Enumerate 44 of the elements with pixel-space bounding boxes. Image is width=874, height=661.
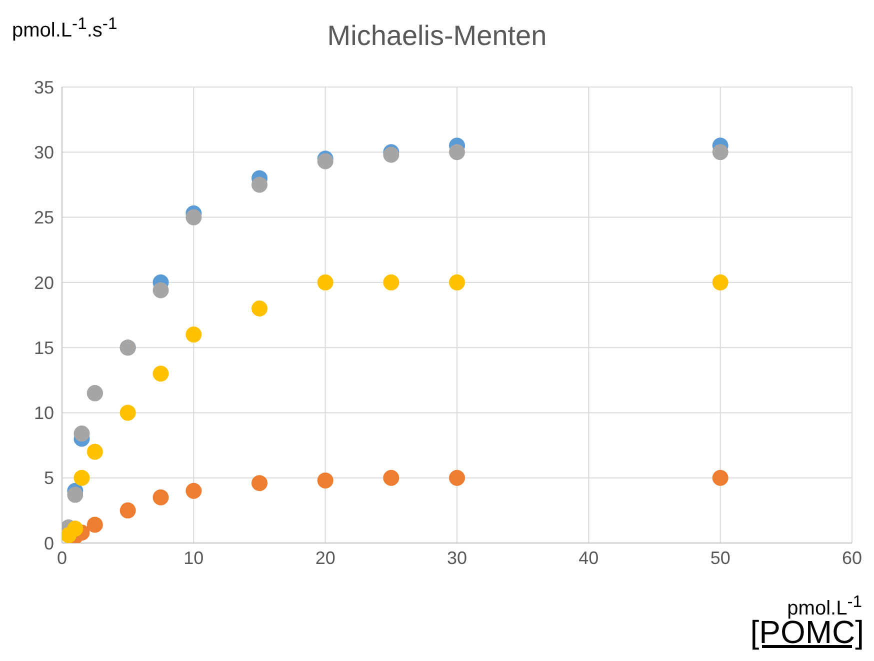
y-tick-label: 20 bbox=[34, 272, 54, 293]
x-tick-label: 40 bbox=[578, 548, 599, 568]
point bbox=[186, 209, 202, 226]
point bbox=[252, 475, 268, 492]
point bbox=[449, 144, 465, 160]
y-tick-label: 0 bbox=[44, 533, 54, 554]
y-tick-label: 5 bbox=[44, 468, 54, 488]
x-tick-label: 60 bbox=[842, 548, 862, 568]
point bbox=[86, 516, 103, 533]
point bbox=[317, 472, 334, 488]
y-axis-title: pmol.L$^{-1}$.s$^{-1}$ bbox=[12, 14, 118, 43]
point bbox=[252, 176, 268, 193]
y-tick-label: 35 bbox=[34, 77, 54, 98]
point bbox=[317, 274, 334, 290]
point bbox=[74, 470, 90, 486]
x-tick-label: 30 bbox=[446, 548, 468, 568]
point bbox=[74, 426, 90, 442]
point bbox=[712, 144, 728, 160]
y-tick-label: 25 bbox=[34, 208, 54, 228]
chart-title: Michaelis-Menten bbox=[327, 20, 547, 51]
point bbox=[383, 274, 400, 290]
x-tick-label: 50 bbox=[710, 548, 730, 568]
x-tick-label: 20 bbox=[315, 548, 336, 568]
point bbox=[186, 482, 202, 499]
y-tick-label: 30 bbox=[34, 142, 54, 163]
x-tick-label: 0 bbox=[56, 548, 68, 568]
point bbox=[67, 520, 84, 537]
point bbox=[186, 326, 202, 343]
point bbox=[152, 489, 169, 506]
point bbox=[712, 274, 728, 290]
point bbox=[67, 486, 84, 503]
point bbox=[252, 300, 268, 316]
point bbox=[86, 444, 103, 460]
y-tick-label: 15 bbox=[34, 338, 54, 358]
point bbox=[152, 282, 169, 298]
point bbox=[120, 502, 136, 518]
point bbox=[120, 404, 136, 421]
point bbox=[152, 366, 169, 382]
x-tick-label: 10 bbox=[184, 548, 204, 568]
point bbox=[383, 470, 400, 486]
point bbox=[449, 274, 465, 290]
y-tick-label: 10 bbox=[34, 403, 54, 424]
point bbox=[712, 470, 728, 486]
point bbox=[449, 470, 465, 486]
